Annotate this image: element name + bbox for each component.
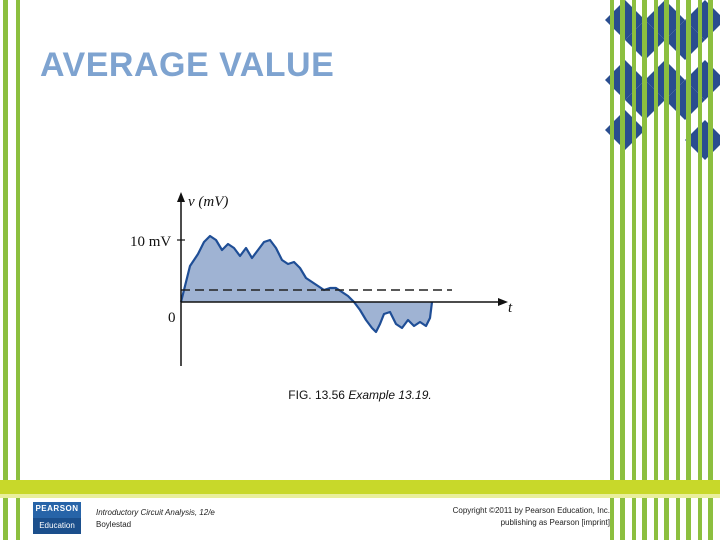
waveform-figure: v (mV) 10 mV 0 t [130, 192, 513, 366]
book-title: Introductory Circuit Analysis, 12/e [96, 508, 215, 517]
slide-title: AVERAGE VALUE [40, 46, 335, 84]
y-axis-arrow [177, 192, 185, 202]
logo-top-text: PEARSON [33, 502, 81, 516]
book-info: Introductory Circuit Analysis, 12/e Boyl… [96, 507, 215, 531]
left-stripe-2 [16, 0, 20, 540]
y-axis-label: v (mV) [188, 194, 228, 210]
waveform-area [181, 236, 432, 332]
origin-label: 0 [168, 310, 176, 326]
x-axis-arrow [498, 298, 508, 306]
waveform-curve [179, 234, 434, 334]
footer-band-light [0, 494, 720, 498]
footer-band [0, 480, 720, 494]
x-axis-label: t [508, 300, 513, 316]
logo-bottom-text: Education [33, 518, 81, 534]
pearson-logo: PEARSON Education [33, 502, 81, 534]
book-author: Boylestad [96, 520, 132, 529]
right-decoration [605, 0, 720, 540]
left-stripe-1 [3, 0, 8, 540]
copyright-line-1: Copyright ©2011 by Pearson Education, In… [452, 506, 610, 515]
figure-caption: FIG. 13.56 Example 13.19. [0, 388, 720, 402]
caption-example: Example 13.19. [348, 388, 432, 402]
copyright-line-2: publishing as Pearson [imprint] [500, 518, 610, 527]
caption-fig-number: FIG. 13.56 [288, 388, 345, 402]
copyright: Copyright ©2011 by Pearson Education, In… [453, 505, 610, 529]
tick-label-10mv: 10 mV [130, 234, 171, 250]
